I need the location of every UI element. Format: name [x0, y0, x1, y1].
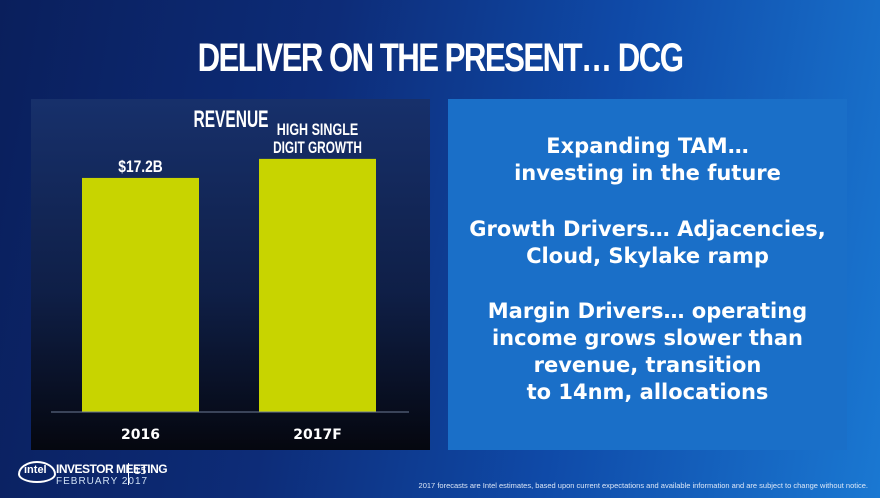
intel-logo: intel [18, 461, 56, 483]
paragraph-tam: Expanding TAM… investing in the future [514, 134, 781, 185]
intel-logo-text: intel [24, 464, 47, 476]
tick-label-2017F: 2017F [293, 427, 342, 443]
data-label-2016: $17.2B [118, 157, 162, 176]
event-name: INVESTOR MEETING [56, 462, 168, 476]
data-label-2017F-line-1: DIGIT GROWTH [273, 138, 362, 157]
bar-2017F [259, 158, 376, 412]
chart-title: REVENUE [194, 106, 269, 133]
data-label-2017F-line-0: HIGH SINGLE [277, 120, 358, 139]
paragraph-growth-drivers: Growth Drivers… Adjacencies, Cloud, Skyl… [469, 217, 826, 268]
paragraph-margin-drivers: Margin Drivers… operating income grows s… [487, 299, 808, 404]
slide-title: DELIVER ON THE PRESENT… DCG [197, 36, 684, 80]
footer-divider [128, 463, 129, 485]
page-number: 15 [134, 466, 147, 477]
bar-2016 [82, 177, 199, 412]
revenue-chart: REVENUE $17.2B 2016 HIGH SINGLE DIGIT GROWTH… [31, 99, 430, 450]
footnote: 2017 forecasts are Intel estimates, base… [418, 481, 868, 490]
tick-label-2016: 2016 [121, 427, 160, 443]
event-date: FEBRUARY 2017 [56, 476, 149, 487]
text-panel: Expanding TAM… investing in the future G… [448, 99, 847, 450]
